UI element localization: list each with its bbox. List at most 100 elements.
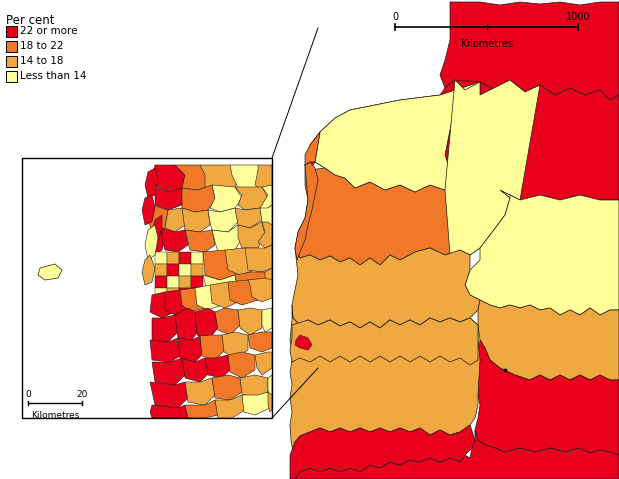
Text: 1000: 1000 (566, 12, 591, 22)
Polygon shape (155, 276, 167, 288)
Polygon shape (167, 276, 179, 288)
Polygon shape (191, 276, 203, 288)
Polygon shape (152, 165, 185, 192)
Polygon shape (268, 375, 272, 398)
Polygon shape (260, 185, 272, 210)
Polygon shape (258, 222, 272, 248)
Polygon shape (182, 185, 215, 212)
Polygon shape (175, 308, 200, 340)
Text: 0: 0 (392, 12, 398, 22)
Polygon shape (478, 300, 619, 380)
Polygon shape (268, 392, 272, 412)
Polygon shape (182, 358, 210, 382)
Polygon shape (150, 338, 182, 362)
Polygon shape (179, 276, 191, 288)
Polygon shape (145, 168, 158, 198)
Polygon shape (238, 222, 265, 248)
Polygon shape (179, 264, 191, 276)
Polygon shape (215, 308, 240, 335)
Polygon shape (148, 205, 168, 232)
Polygon shape (265, 268, 272, 295)
Polygon shape (185, 230, 215, 252)
Polygon shape (235, 208, 262, 228)
Polygon shape (290, 425, 475, 479)
Polygon shape (145, 225, 158, 260)
Polygon shape (167, 264, 179, 276)
Polygon shape (179, 252, 191, 264)
Bar (22, 158, 272, 418)
Text: 20: 20 (76, 390, 88, 399)
Polygon shape (290, 305, 480, 452)
Polygon shape (165, 290, 192, 315)
Polygon shape (191, 288, 203, 300)
Polygon shape (242, 392, 270, 415)
Polygon shape (155, 188, 182, 210)
Polygon shape (225, 248, 258, 275)
Bar (6, 26, 17, 37)
Polygon shape (200, 165, 240, 192)
Bar (6, 56, 17, 67)
Polygon shape (150, 405, 188, 418)
Polygon shape (230, 165, 265, 192)
Polygon shape (162, 228, 188, 252)
Polygon shape (191, 252, 203, 264)
Polygon shape (185, 378, 215, 405)
Polygon shape (200, 335, 225, 360)
Polygon shape (185, 400, 218, 418)
Polygon shape (240, 375, 268, 398)
Polygon shape (182, 208, 210, 232)
Polygon shape (295, 162, 318, 260)
Polygon shape (203, 250, 238, 280)
Polygon shape (150, 382, 188, 408)
Polygon shape (167, 252, 179, 264)
Polygon shape (38, 264, 62, 280)
Polygon shape (305, 132, 320, 165)
Polygon shape (142, 255, 155, 285)
Polygon shape (315, 82, 480, 192)
Text: 22 or more: 22 or more (20, 26, 77, 36)
Polygon shape (235, 187, 268, 210)
Polygon shape (228, 280, 262, 305)
Polygon shape (262, 308, 272, 332)
Text: Less than 14: Less than 14 (20, 71, 87, 81)
Polygon shape (180, 288, 208, 312)
Polygon shape (295, 335, 312, 350)
Polygon shape (238, 308, 262, 335)
Polygon shape (290, 318, 478, 365)
Polygon shape (150, 292, 178, 318)
Polygon shape (195, 308, 218, 340)
Polygon shape (179, 288, 191, 300)
Polygon shape (178, 336, 205, 362)
Text: 18 to 22: 18 to 22 (20, 41, 64, 51)
Polygon shape (235, 272, 268, 295)
Polygon shape (212, 225, 242, 252)
Polygon shape (248, 332, 272, 352)
Polygon shape (191, 264, 203, 276)
Polygon shape (142, 195, 155, 225)
Polygon shape (212, 375, 242, 400)
Polygon shape (203, 275, 238, 298)
Polygon shape (175, 165, 215, 190)
Polygon shape (305, 80, 460, 192)
Polygon shape (210, 282, 242, 308)
Polygon shape (205, 355, 232, 378)
Polygon shape (295, 165, 510, 265)
Bar (6, 41, 17, 52)
Polygon shape (248, 278, 272, 302)
Polygon shape (152, 358, 185, 385)
Polygon shape (245, 245, 272, 272)
Text: 0: 0 (25, 390, 31, 399)
Polygon shape (228, 352, 255, 378)
Polygon shape (210, 185, 242, 212)
Polygon shape (295, 430, 619, 479)
Polygon shape (292, 248, 480, 328)
Text: Kilometres: Kilometres (461, 39, 513, 49)
Text: 14 to 18: 14 to 18 (20, 56, 64, 66)
Polygon shape (255, 352, 272, 375)
Polygon shape (152, 315, 178, 342)
Text: Per cent: Per cent (6, 14, 54, 27)
Polygon shape (260, 205, 272, 228)
Polygon shape (167, 288, 179, 300)
Polygon shape (440, 2, 619, 100)
Polygon shape (445, 80, 540, 255)
